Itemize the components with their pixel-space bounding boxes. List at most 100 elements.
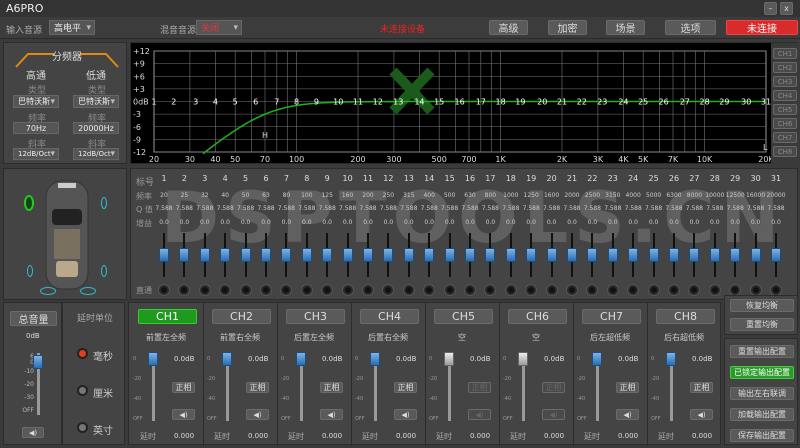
band-marker[interactable]: 10 bbox=[333, 98, 343, 107]
band-gain-slider[interactable] bbox=[607, 248, 618, 262]
band-gain-slider[interactable] bbox=[159, 248, 169, 262]
band-freq[interactable]: 2000 bbox=[564, 192, 580, 199]
channel-volume-slider[interactable] bbox=[222, 352, 232, 366]
band-bypass-button[interactable] bbox=[628, 285, 639, 295]
band-gain[interactable]: 0.0 bbox=[546, 219, 557, 226]
band-freq[interactable]: 8000 bbox=[686, 192, 703, 199]
band-gain-slider[interactable] bbox=[179, 248, 190, 262]
mix-source-select[interactable]: 关闭 bbox=[196, 20, 242, 35]
band-q[interactable]: 7.588 bbox=[706, 205, 724, 212]
channel-mute-button[interactable]: ◀) bbox=[616, 409, 639, 420]
band-gain[interactable]: 0.0 bbox=[587, 219, 598, 226]
band-marker[interactable]: 18 bbox=[495, 98, 505, 107]
band-gain-slider[interactable] bbox=[261, 248, 271, 262]
channel-volume-track[interactable] bbox=[448, 353, 451, 421]
band-freq[interactable]: 630 bbox=[464, 192, 476, 199]
band-gain[interactable]: 0.0 bbox=[750, 219, 761, 226]
band-marker[interactable]: 12 bbox=[373, 98, 383, 107]
channel-delay-value[interactable]: 0.000 bbox=[322, 432, 343, 440]
band-gain-slider[interactable] bbox=[567, 248, 577, 262]
lowpass-marker[interactable]: L bbox=[763, 143, 768, 152]
band-q[interactable]: 7.588 bbox=[685, 205, 703, 212]
channel-delay-value[interactable]: 0.000 bbox=[544, 432, 565, 440]
band-marker[interactable]: 20 bbox=[537, 98, 547, 107]
hp-type-select[interactable]: 巴特沃斯 bbox=[13, 95, 59, 108]
band-gain[interactable]: 0.0 bbox=[608, 219, 618, 226]
output-config-button[interactable]: 重置输出配置 bbox=[730, 345, 794, 358]
band-bypass-button[interactable] bbox=[587, 285, 598, 295]
band-q[interactable]: 7.588 bbox=[196, 205, 214, 212]
band-marker[interactable]: 17 bbox=[476, 98, 486, 107]
band-q[interactable]: 7.588 bbox=[645, 205, 663, 212]
speaker-rear-left-icon[interactable] bbox=[27, 265, 33, 277]
channel-select-button[interactable]: CH6 bbox=[508, 309, 567, 324]
band-gain-slider[interactable] bbox=[403, 248, 414, 262]
band-bypass-button[interactable] bbox=[526, 285, 537, 295]
channel-volume-slider[interactable] bbox=[370, 352, 380, 366]
band-bypass-button[interactable] bbox=[301, 285, 312, 295]
band-freq[interactable]: 800 bbox=[484, 192, 497, 199]
band-gain[interactable]: 0.0 bbox=[465, 219, 475, 226]
band-bypass-button[interactable] bbox=[424, 285, 435, 295]
band-marker[interactable]: 2 bbox=[171, 98, 176, 107]
band-marker[interactable]: 24 bbox=[618, 98, 628, 107]
graph-channel-toggle[interactable]: CH5 bbox=[773, 104, 797, 115]
band-q[interactable]: 7.588 bbox=[461, 205, 479, 212]
close-button[interactable]: x bbox=[780, 2, 793, 15]
channel-select-button[interactable]: CH1 bbox=[138, 309, 197, 324]
band-bypass-button[interactable] bbox=[322, 285, 333, 295]
band-gain[interactable]: 0.0 bbox=[506, 219, 516, 226]
band-q[interactable]: 7.588 bbox=[624, 205, 642, 212]
speaker-rear-right-icon[interactable] bbox=[101, 265, 107, 277]
band-freq[interactable]: 400 bbox=[423, 192, 435, 199]
band-freq[interactable]: 10000 bbox=[705, 192, 725, 199]
band-bypass-button[interactable] bbox=[465, 285, 475, 295]
speaker-front-left-icon[interactable] bbox=[24, 195, 34, 211]
options-button[interactable]: 选项 bbox=[665, 20, 716, 35]
channel-delay-value[interactable]: 0.000 bbox=[396, 432, 417, 440]
band-freq[interactable]: 1250 bbox=[523, 192, 539, 199]
highpass-marker[interactable]: H bbox=[262, 131, 268, 140]
band-bypass-button[interactable] bbox=[281, 285, 292, 295]
band-marker[interactable]: 13 bbox=[393, 98, 403, 107]
band-gain[interactable]: 0.0 bbox=[322, 219, 332, 226]
band-q[interactable]: 7.588 bbox=[155, 205, 173, 212]
band-gain-slider[interactable] bbox=[322, 248, 333, 262]
channel-phase-button[interactable]: 正相 bbox=[616, 382, 639, 393]
band-marker[interactable]: 4 bbox=[213, 98, 218, 107]
band-bypass-button[interactable] bbox=[505, 285, 516, 295]
band-gain[interactable]: 0.0 bbox=[567, 219, 577, 226]
band-bypass-button[interactable] bbox=[220, 285, 231, 295]
band-gain[interactable]: 0.0 bbox=[179, 219, 190, 226]
channel-select-button[interactable]: CH2 bbox=[212, 309, 271, 324]
band-bypass-button[interactable] bbox=[444, 285, 455, 295]
graph-channel-toggle[interactable]: CH4 bbox=[773, 90, 797, 101]
band-gain-slider[interactable] bbox=[730, 248, 741, 262]
band-bypass-button[interactable] bbox=[730, 285, 741, 295]
channel-mute-button[interactable]: ◀) bbox=[690, 409, 713, 420]
output-config-button[interactable]: 保存输出配置 bbox=[730, 429, 794, 442]
band-gain-slider[interactable] bbox=[240, 248, 251, 262]
band-freq[interactable]: 80 bbox=[282, 192, 291, 199]
graph-channel-toggle[interactable]: CH2 bbox=[773, 62, 797, 73]
graph-channel-toggle[interactable]: CH7 bbox=[773, 132, 797, 143]
subwoofer-right-icon[interactable] bbox=[80, 287, 96, 295]
band-freq[interactable]: 100 bbox=[301, 192, 313, 199]
master-volume-slider[interactable] bbox=[33, 355, 43, 369]
channel-volume-slider[interactable] bbox=[666, 352, 676, 366]
band-marker[interactable]: 16 bbox=[455, 98, 465, 107]
band-gain-slider[interactable] bbox=[342, 248, 353, 262]
band-gain[interactable]: 0.0 bbox=[281, 219, 292, 226]
band-gain-slider[interactable] bbox=[363, 248, 373, 262]
band-q[interactable]: 7.588 bbox=[175, 205, 193, 212]
band-freq[interactable]: 25 bbox=[180, 192, 189, 199]
band-freq[interactable]: 200 bbox=[362, 192, 374, 199]
band-marker[interactable]: 6 bbox=[253, 98, 258, 107]
band-gain[interactable]: 0.0 bbox=[730, 219, 740, 226]
channel-mute-button[interactable]: ◀) bbox=[246, 409, 269, 420]
band-marker[interactable]: 27 bbox=[680, 98, 690, 107]
band-gain[interactable]: 0.0 bbox=[771, 219, 781, 226]
channel-select-button[interactable]: CH5 bbox=[434, 309, 493, 324]
master-volume-track[interactable] bbox=[37, 353, 40, 415]
band-q[interactable]: 7.588 bbox=[379, 205, 397, 212]
